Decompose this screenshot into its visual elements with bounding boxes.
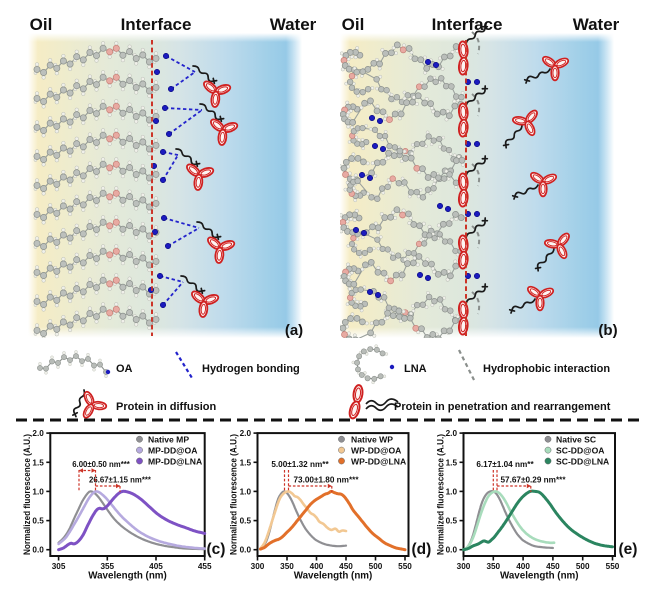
- svg-text:Native WP: Native WP: [351, 435, 393, 445]
- svg-text:500: 500: [576, 562, 590, 571]
- svg-text:Normalized fluorescence (A.U.): Normalized fluorescence (A.U.): [229, 434, 239, 555]
- svg-text:(d): (d): [412, 541, 432, 558]
- svg-text:0.5: 0.5: [240, 517, 252, 526]
- svg-text:(e): (e): [619, 541, 638, 558]
- svg-text:305: 305: [52, 562, 66, 571]
- svg-text:Normalized fluorescence (A.U.): Normalized fluorescence (A.U.): [22, 434, 32, 555]
- svg-text:Oil: Oil: [342, 15, 365, 34]
- svg-text:(b): (b): [598, 322, 617, 339]
- svg-text:0.5: 0.5: [446, 517, 458, 526]
- svg-text:1.0: 1.0: [240, 487, 252, 496]
- svg-text:400: 400: [516, 562, 530, 571]
- svg-text:Hydrogen bonding: Hydrogen bonding: [202, 363, 300, 375]
- svg-text:Water: Water: [270, 15, 317, 34]
- svg-text:0.0: 0.0: [32, 546, 44, 555]
- svg-text:2.0: 2.0: [32, 429, 44, 438]
- svg-text:SC-DD@LNA: SC-DD@LNA: [556, 456, 609, 466]
- svg-text:2.0: 2.0: [240, 429, 252, 438]
- svg-text:455: 455: [198, 562, 212, 571]
- svg-text:Wavelength (nm): Wavelength (nm): [500, 571, 579, 582]
- svg-text:405: 405: [149, 562, 163, 571]
- svg-text:Native SC: Native SC: [556, 435, 596, 445]
- svg-text:Wavelength (nm): Wavelength (nm): [294, 571, 373, 582]
- svg-text:550: 550: [398, 562, 412, 571]
- svg-text:6.00±0.50 nm***: 6.00±0.50 nm***: [72, 460, 131, 469]
- svg-text:(a): (a): [285, 322, 303, 339]
- svg-text:1.5: 1.5: [446, 458, 458, 467]
- svg-text:MP-DD@LNA: MP-DD@LNA: [148, 456, 202, 466]
- svg-text:Hydrophobic interaction: Hydrophobic interaction: [483, 363, 610, 375]
- svg-text:OA: OA: [116, 363, 133, 375]
- svg-text:350: 350: [280, 562, 294, 571]
- svg-text:5.00±1.32 nm**: 5.00±1.32 nm**: [271, 460, 329, 469]
- svg-text:57.67±0.29 nm***: 57.67±0.29 nm***: [500, 476, 566, 485]
- svg-text:355: 355: [100, 562, 114, 571]
- svg-text:0.0: 0.0: [446, 546, 458, 555]
- svg-text:MP-DD@OA: MP-DD@OA: [148, 445, 197, 455]
- svg-text:Oil: Oil: [30, 15, 53, 34]
- svg-text:550: 550: [606, 562, 620, 571]
- svg-text:WP-DD@LNA: WP-DD@LNA: [351, 456, 406, 466]
- svg-text:2.0: 2.0: [446, 429, 458, 438]
- svg-text:300: 300: [457, 562, 471, 571]
- svg-text:73.00±1.80 nm***: 73.00±1.80 nm***: [293, 476, 359, 485]
- svg-text:1.0: 1.0: [32, 487, 44, 496]
- svg-text:450: 450: [546, 562, 560, 571]
- svg-text:Protein in penetration and rea: Protein in penetration and rearrangement: [394, 401, 611, 413]
- svg-text:300: 300: [251, 562, 265, 571]
- svg-text:WP-DD@OA: WP-DD@OA: [351, 445, 401, 455]
- svg-text:1.5: 1.5: [240, 458, 252, 467]
- svg-text:0.5: 0.5: [32, 517, 44, 526]
- svg-text:350: 350: [486, 562, 500, 571]
- svg-text:1.0: 1.0: [446, 487, 458, 496]
- svg-text:0.0: 0.0: [240, 546, 252, 555]
- svg-text:(c): (c): [207, 541, 226, 558]
- svg-text:1.5: 1.5: [32, 458, 44, 467]
- svg-text:Water: Water: [573, 15, 620, 34]
- svg-text:Wavelength (nm): Wavelength (nm): [88, 571, 167, 582]
- svg-text:26.67±1.15 nm***: 26.67±1.15 nm***: [89, 476, 152, 485]
- svg-text:LNA: LNA: [404, 363, 427, 375]
- svg-text:500: 500: [369, 562, 383, 571]
- svg-text:400: 400: [310, 562, 324, 571]
- svg-text:Normalized fluorescence (A.U.): Normalized fluorescence (A.U.): [436, 434, 446, 555]
- svg-text:Protein in diffusion: Protein in diffusion: [116, 401, 216, 413]
- svg-text:Interface: Interface: [121, 15, 192, 34]
- svg-text:Interface: Interface: [432, 15, 503, 34]
- svg-text:450: 450: [339, 562, 353, 571]
- svg-text:6.17±1.04 nm**: 6.17±1.04 nm**: [476, 460, 534, 469]
- svg-text:Native MP: Native MP: [148, 435, 189, 445]
- svg-text:SC-DD@OA: SC-DD@OA: [556, 445, 604, 455]
